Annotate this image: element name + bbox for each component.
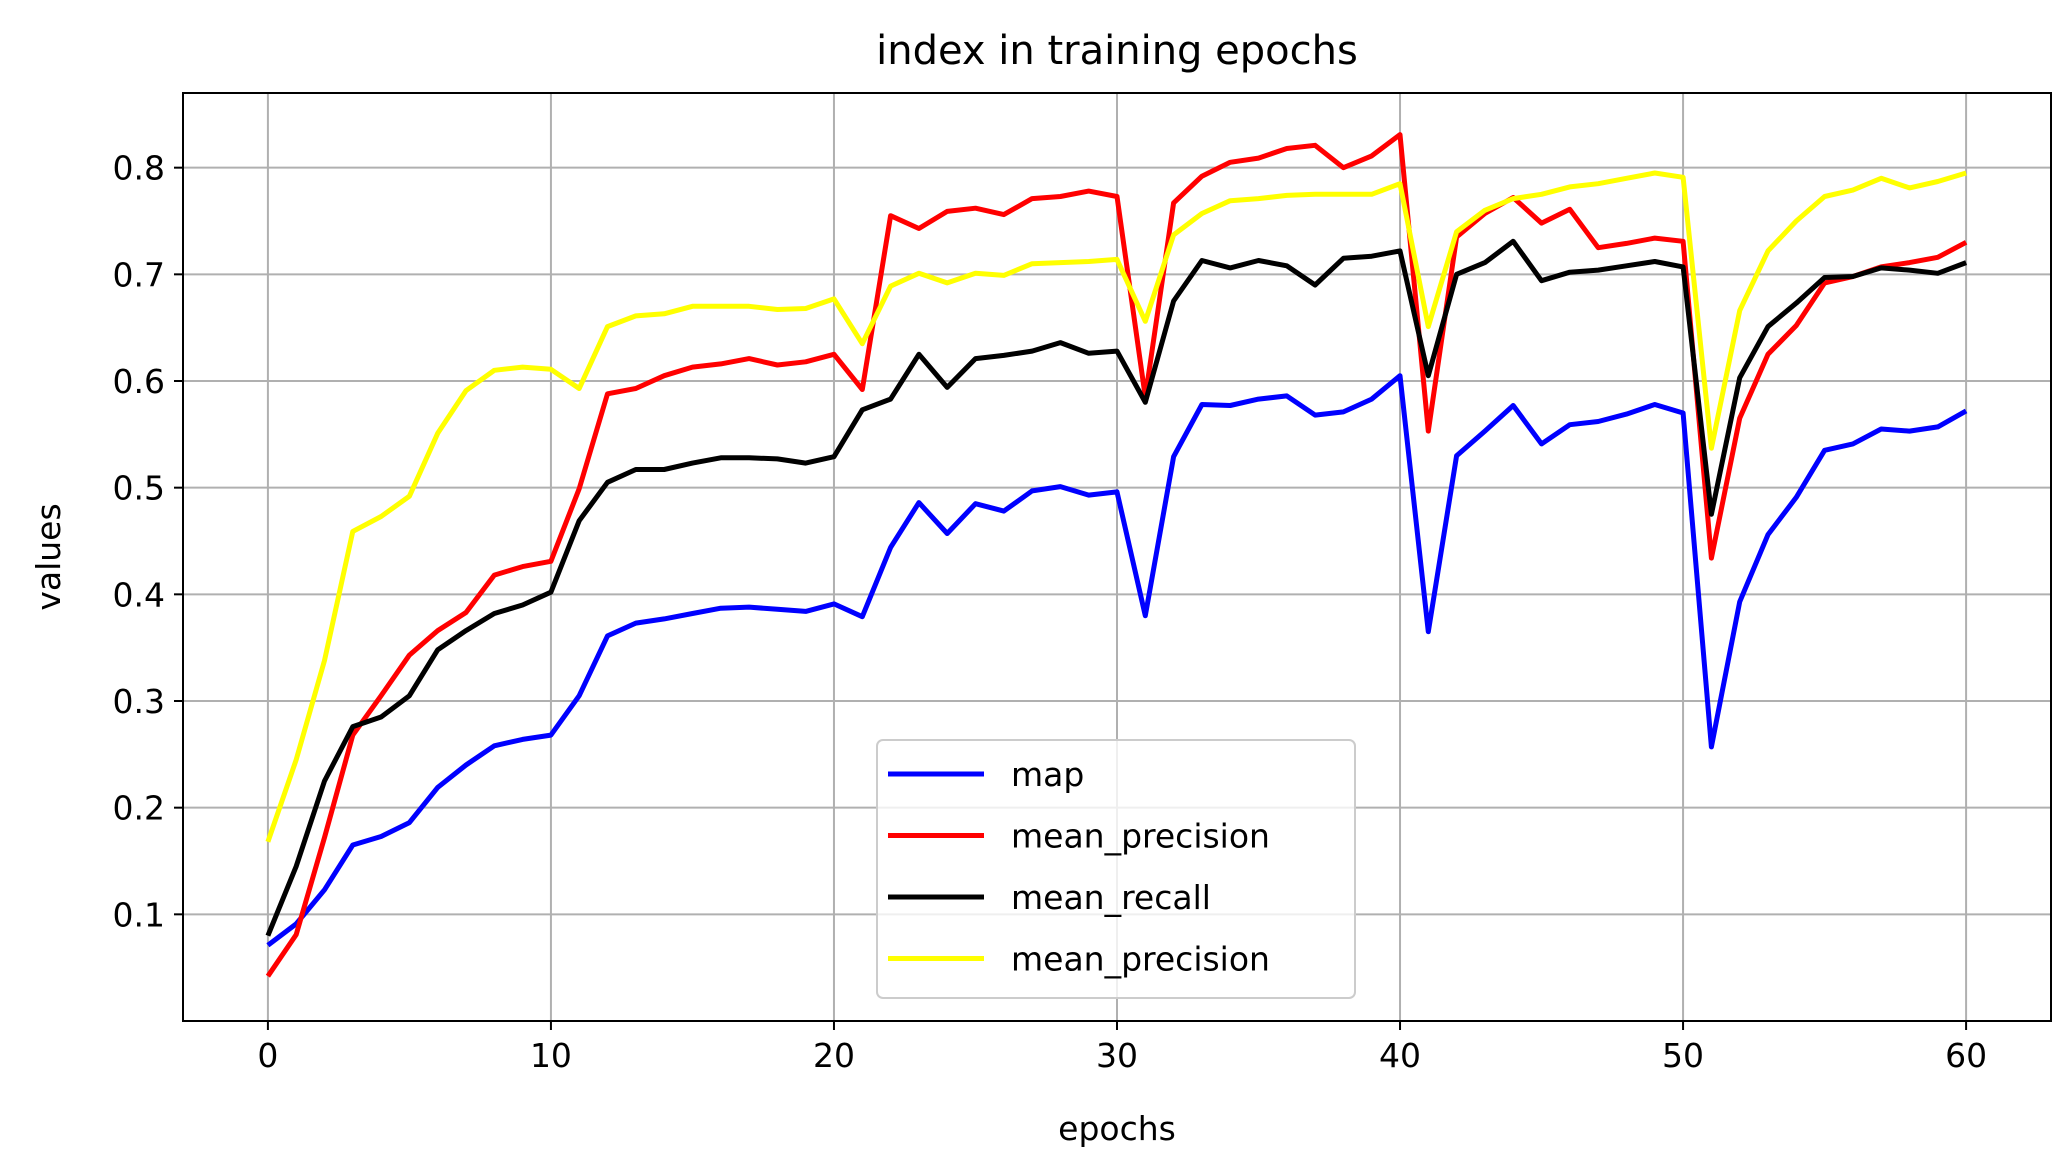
legend-label: mean_precision [1011,940,1270,979]
x-tick-label: 0 [257,1036,278,1075]
x-tick-label: 40 [1379,1036,1421,1075]
series-lines [265,132,1968,978]
y-tick-label: 0.3 [113,682,165,721]
legend-label: mean_recall [1011,878,1211,917]
y-tick-label: 0.6 [113,362,165,401]
y-tick-label: 0.1 [113,895,165,934]
grid-lines [183,93,2051,1021]
y-tick-label: 0.7 [113,255,165,294]
x-axis-label: epochs [1058,1109,1176,1148]
y-tick-label: 0.8 [113,149,165,188]
legend: map mean_precision mean_recall mean_precisi… [876,739,1356,999]
x-tick-label: 30 [1096,1036,1138,1075]
y-axis-ticks: 0.1 0.2 0.3 0.4 0.5 0.6 0.7 0.8 [113,149,183,934]
y-tick-label: 0.5 [113,469,165,508]
y-axis-label: values [29,503,68,610]
legend-box [876,739,1356,999]
chart-title: index in training epochs [876,28,1358,74]
series-line-map [266,373,1968,948]
series-line-mean-recall [265,238,1967,937]
series-line-mean-precision [265,170,1967,843]
x-tick-label: 60 [1945,1036,1987,1075]
legend-label: map [1011,755,1084,794]
x-tick-label: 50 [1662,1036,1704,1075]
legend-label: mean_precision [1011,817,1270,856]
series-line-mean-precision [265,132,1968,978]
x-tick-label: 10 [530,1036,572,1075]
x-tick-label: 20 [813,1036,855,1075]
x-axis-ticks: 0 10 20 30 40 50 60 [257,1021,1987,1075]
y-tick-label: 0.4 [113,575,165,614]
y-tick-label: 0.2 [113,789,165,828]
